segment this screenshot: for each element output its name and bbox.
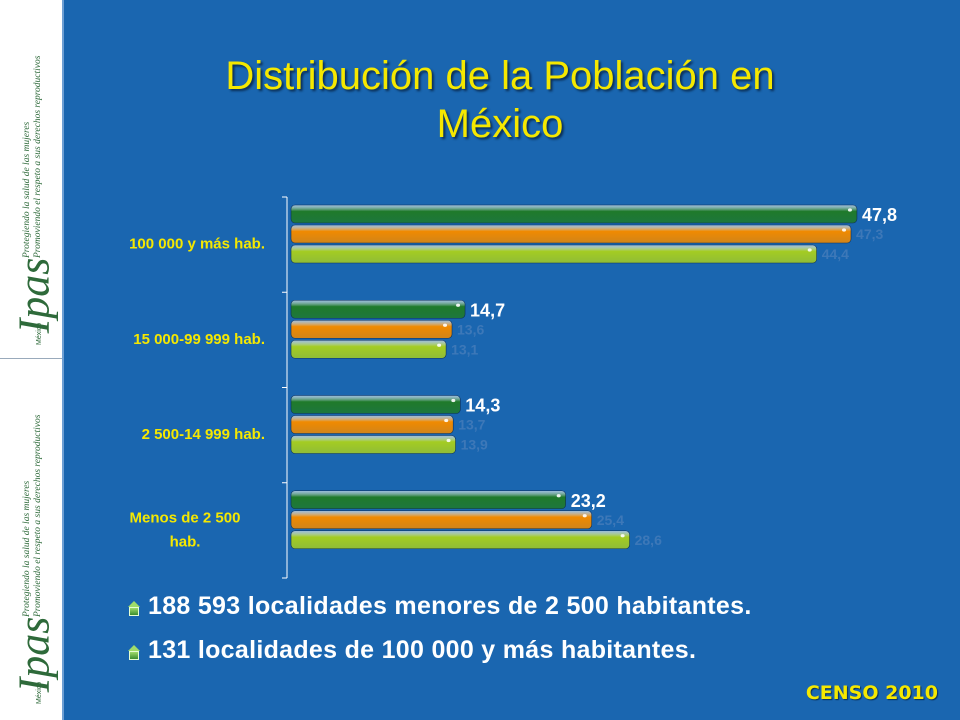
bar-0-2 xyxy=(290,244,817,264)
data-label: 47,8 xyxy=(862,205,897,225)
slide-title-line2: México xyxy=(436,102,564,146)
bar-3-2 xyxy=(290,530,630,550)
slide-title: Distribución de la Población en México xyxy=(110,52,890,148)
bullet-text-2: 131 localidades de 100 000 y más habitan… xyxy=(148,636,697,664)
data-label: 14,3 xyxy=(465,396,500,416)
bar-highlight xyxy=(620,534,625,538)
category-label: 2 500-14 999 hab. xyxy=(142,426,265,443)
data-label: 44,4 xyxy=(822,246,849,262)
bar-highlight xyxy=(807,248,812,252)
bar-3-1 xyxy=(290,510,593,530)
bar-highlight xyxy=(842,228,847,232)
house-bullet-icon xyxy=(128,645,140,661)
category-label: 100 000 y más hab. xyxy=(129,236,265,253)
source-label: CENSO 2010 xyxy=(805,682,938,704)
data-label: 28,6 xyxy=(635,532,662,548)
data-label: 23,2 xyxy=(571,491,606,511)
bar-0-1 xyxy=(290,224,852,244)
bar-2-2 xyxy=(290,435,456,454)
category-label: 15 000-99 999 hab. xyxy=(133,331,265,348)
data-label: 13,7 xyxy=(458,417,485,433)
category-label: Menos de 2 500 xyxy=(130,509,241,526)
bar-1-1 xyxy=(290,319,453,339)
bar-0-0 xyxy=(290,204,858,224)
bar-highlight xyxy=(446,438,451,443)
category-label: hab. xyxy=(170,533,201,550)
bar-1-0 xyxy=(290,299,466,319)
data-label: 14,7 xyxy=(470,300,505,320)
bar-2-0 xyxy=(290,395,461,414)
bar-3-0 xyxy=(290,490,566,510)
data-label: 25,4 xyxy=(597,512,624,528)
sidebar-divider xyxy=(0,358,62,359)
bar-highlight xyxy=(444,418,449,423)
data-label: 47,3 xyxy=(856,226,883,242)
bar-highlight xyxy=(556,494,561,498)
bar-2-1 xyxy=(290,415,454,434)
slide-title-line1: Distribución de la Población en xyxy=(225,54,775,98)
bullet-text-1: 188 593 localidades menores de 2 500 hab… xyxy=(148,592,752,620)
bar-highlight xyxy=(582,514,587,518)
bar-highlight xyxy=(847,208,852,212)
bar-1-2 xyxy=(290,339,447,359)
ipas-sidebar: Ipas México Protegiendo la salud de las … xyxy=(0,0,64,720)
data-label: 13,1 xyxy=(451,341,478,357)
data-label: 13,9 xyxy=(461,437,488,453)
data-label: 13,6 xyxy=(457,321,484,337)
bar-highlight xyxy=(456,303,461,307)
bar-highlight xyxy=(437,343,442,347)
house-bullet-icon xyxy=(128,601,140,617)
bar-highlight xyxy=(451,398,456,403)
bar-highlight xyxy=(443,323,448,327)
